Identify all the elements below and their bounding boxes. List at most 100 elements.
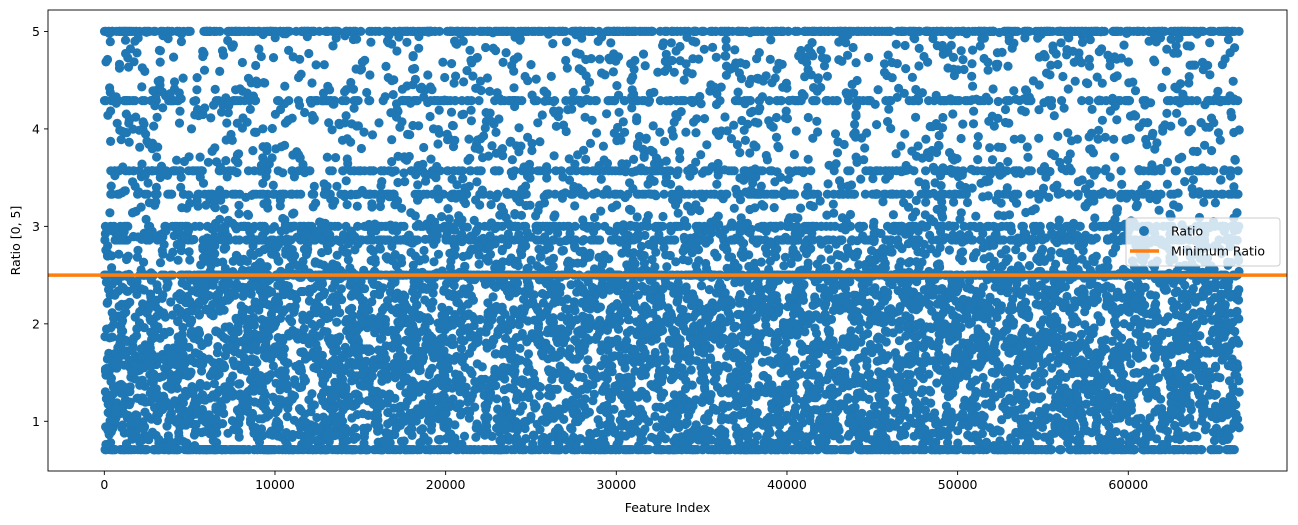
ratio-point xyxy=(1025,189,1035,199)
ratio-point xyxy=(341,96,351,106)
ratio-point xyxy=(881,96,891,106)
ratio-point xyxy=(1112,26,1122,36)
ratio-point xyxy=(875,166,885,176)
ratio-point xyxy=(931,26,942,36)
ratio-point xyxy=(1219,26,1229,36)
ratio-point xyxy=(370,26,381,36)
ratio-point xyxy=(475,166,485,176)
ratio-point xyxy=(657,166,667,176)
ratio-point xyxy=(1040,445,1050,455)
ratio-point xyxy=(379,166,389,176)
ratio-point xyxy=(570,221,580,231)
ratio-point xyxy=(130,96,140,106)
ratio-point xyxy=(243,166,254,176)
ratio-point xyxy=(698,26,708,36)
ratio-point xyxy=(1024,166,1034,176)
ratio-point xyxy=(614,26,624,36)
ratio-point xyxy=(921,166,931,176)
ratio-point xyxy=(1227,189,1237,199)
ratio-point xyxy=(986,26,996,36)
ratio-point xyxy=(862,96,873,106)
ratio-point xyxy=(349,96,359,106)
ratio-point xyxy=(727,166,737,176)
ratio-point xyxy=(142,189,152,199)
ratio-point xyxy=(982,221,993,231)
ratio-point xyxy=(1187,96,1197,106)
ratio-point xyxy=(1180,26,1190,36)
ratio-point xyxy=(859,26,870,36)
ratio-point xyxy=(1056,445,1066,455)
ratio-point xyxy=(634,189,644,199)
ratio-point xyxy=(579,166,589,176)
ratio-point xyxy=(838,189,849,199)
ratio-point xyxy=(607,166,617,176)
ratio-point xyxy=(231,189,241,199)
ratio-point xyxy=(959,221,969,231)
ratio-point xyxy=(893,26,903,36)
ratio-point xyxy=(274,445,284,455)
ratio-point xyxy=(574,372,584,382)
ratio-point xyxy=(852,26,862,36)
ratio-point xyxy=(364,96,374,106)
ratio-point xyxy=(435,445,445,455)
ratio-point xyxy=(121,96,131,106)
ratio-point xyxy=(188,166,198,176)
ratio-point xyxy=(1166,189,1176,199)
ratio-point xyxy=(322,26,332,36)
ratio-point xyxy=(533,166,543,176)
ratio-point xyxy=(590,96,600,106)
ratio-point xyxy=(861,166,871,176)
ratio-point xyxy=(644,445,654,455)
ratio-point xyxy=(287,189,297,199)
ratio-point xyxy=(846,189,857,199)
ratio-point xyxy=(1183,445,1193,455)
ratio-point xyxy=(1173,445,1183,455)
ratio-point xyxy=(561,96,571,106)
ratio-point xyxy=(325,166,335,176)
ratio-point xyxy=(215,26,225,36)
ratio-point xyxy=(631,26,641,36)
ratio-point xyxy=(730,96,741,106)
ratio-point xyxy=(767,189,777,199)
ratio-point xyxy=(140,407,150,417)
ratio-point xyxy=(167,189,177,199)
ratio-point xyxy=(469,26,479,36)
ratio-point xyxy=(321,445,331,455)
ratio-point xyxy=(658,221,668,231)
ratio-point xyxy=(669,235,679,245)
ratio-point xyxy=(898,189,909,199)
ratio-point xyxy=(1205,189,1215,199)
ratio-point xyxy=(915,26,925,36)
ratio-point xyxy=(790,26,800,36)
ratio-point xyxy=(822,189,833,199)
ratio-point xyxy=(671,96,682,106)
ratio-point xyxy=(1084,96,1094,106)
ratio-point xyxy=(1089,26,1099,36)
ratio-point xyxy=(736,26,747,36)
ratio-point xyxy=(1064,189,1074,199)
ratio-point xyxy=(603,96,613,106)
ratio-point xyxy=(823,26,833,36)
ratio-point xyxy=(244,445,254,455)
ratio-point xyxy=(1150,445,1160,455)
ratio-point xyxy=(1162,96,1173,106)
ratio-point xyxy=(659,189,669,199)
ratio-point xyxy=(234,235,244,245)
ratio-point xyxy=(338,166,348,176)
ratio-point xyxy=(268,189,278,199)
ratio-point xyxy=(395,445,405,455)
ratio-point xyxy=(491,166,501,176)
ratio-point xyxy=(366,235,376,245)
ratio-point xyxy=(873,332,884,342)
ratio-point xyxy=(584,26,595,36)
ratio-point xyxy=(828,445,838,455)
ratio-point xyxy=(799,26,810,36)
ratio-point xyxy=(331,26,341,36)
ratio-point xyxy=(606,26,616,36)
ratio-point xyxy=(426,445,436,455)
ratio-point xyxy=(689,26,699,36)
ratio-point xyxy=(862,445,873,455)
ratio-point xyxy=(921,26,932,36)
ratio-point xyxy=(1206,26,1216,36)
ratio-point xyxy=(961,189,972,199)
